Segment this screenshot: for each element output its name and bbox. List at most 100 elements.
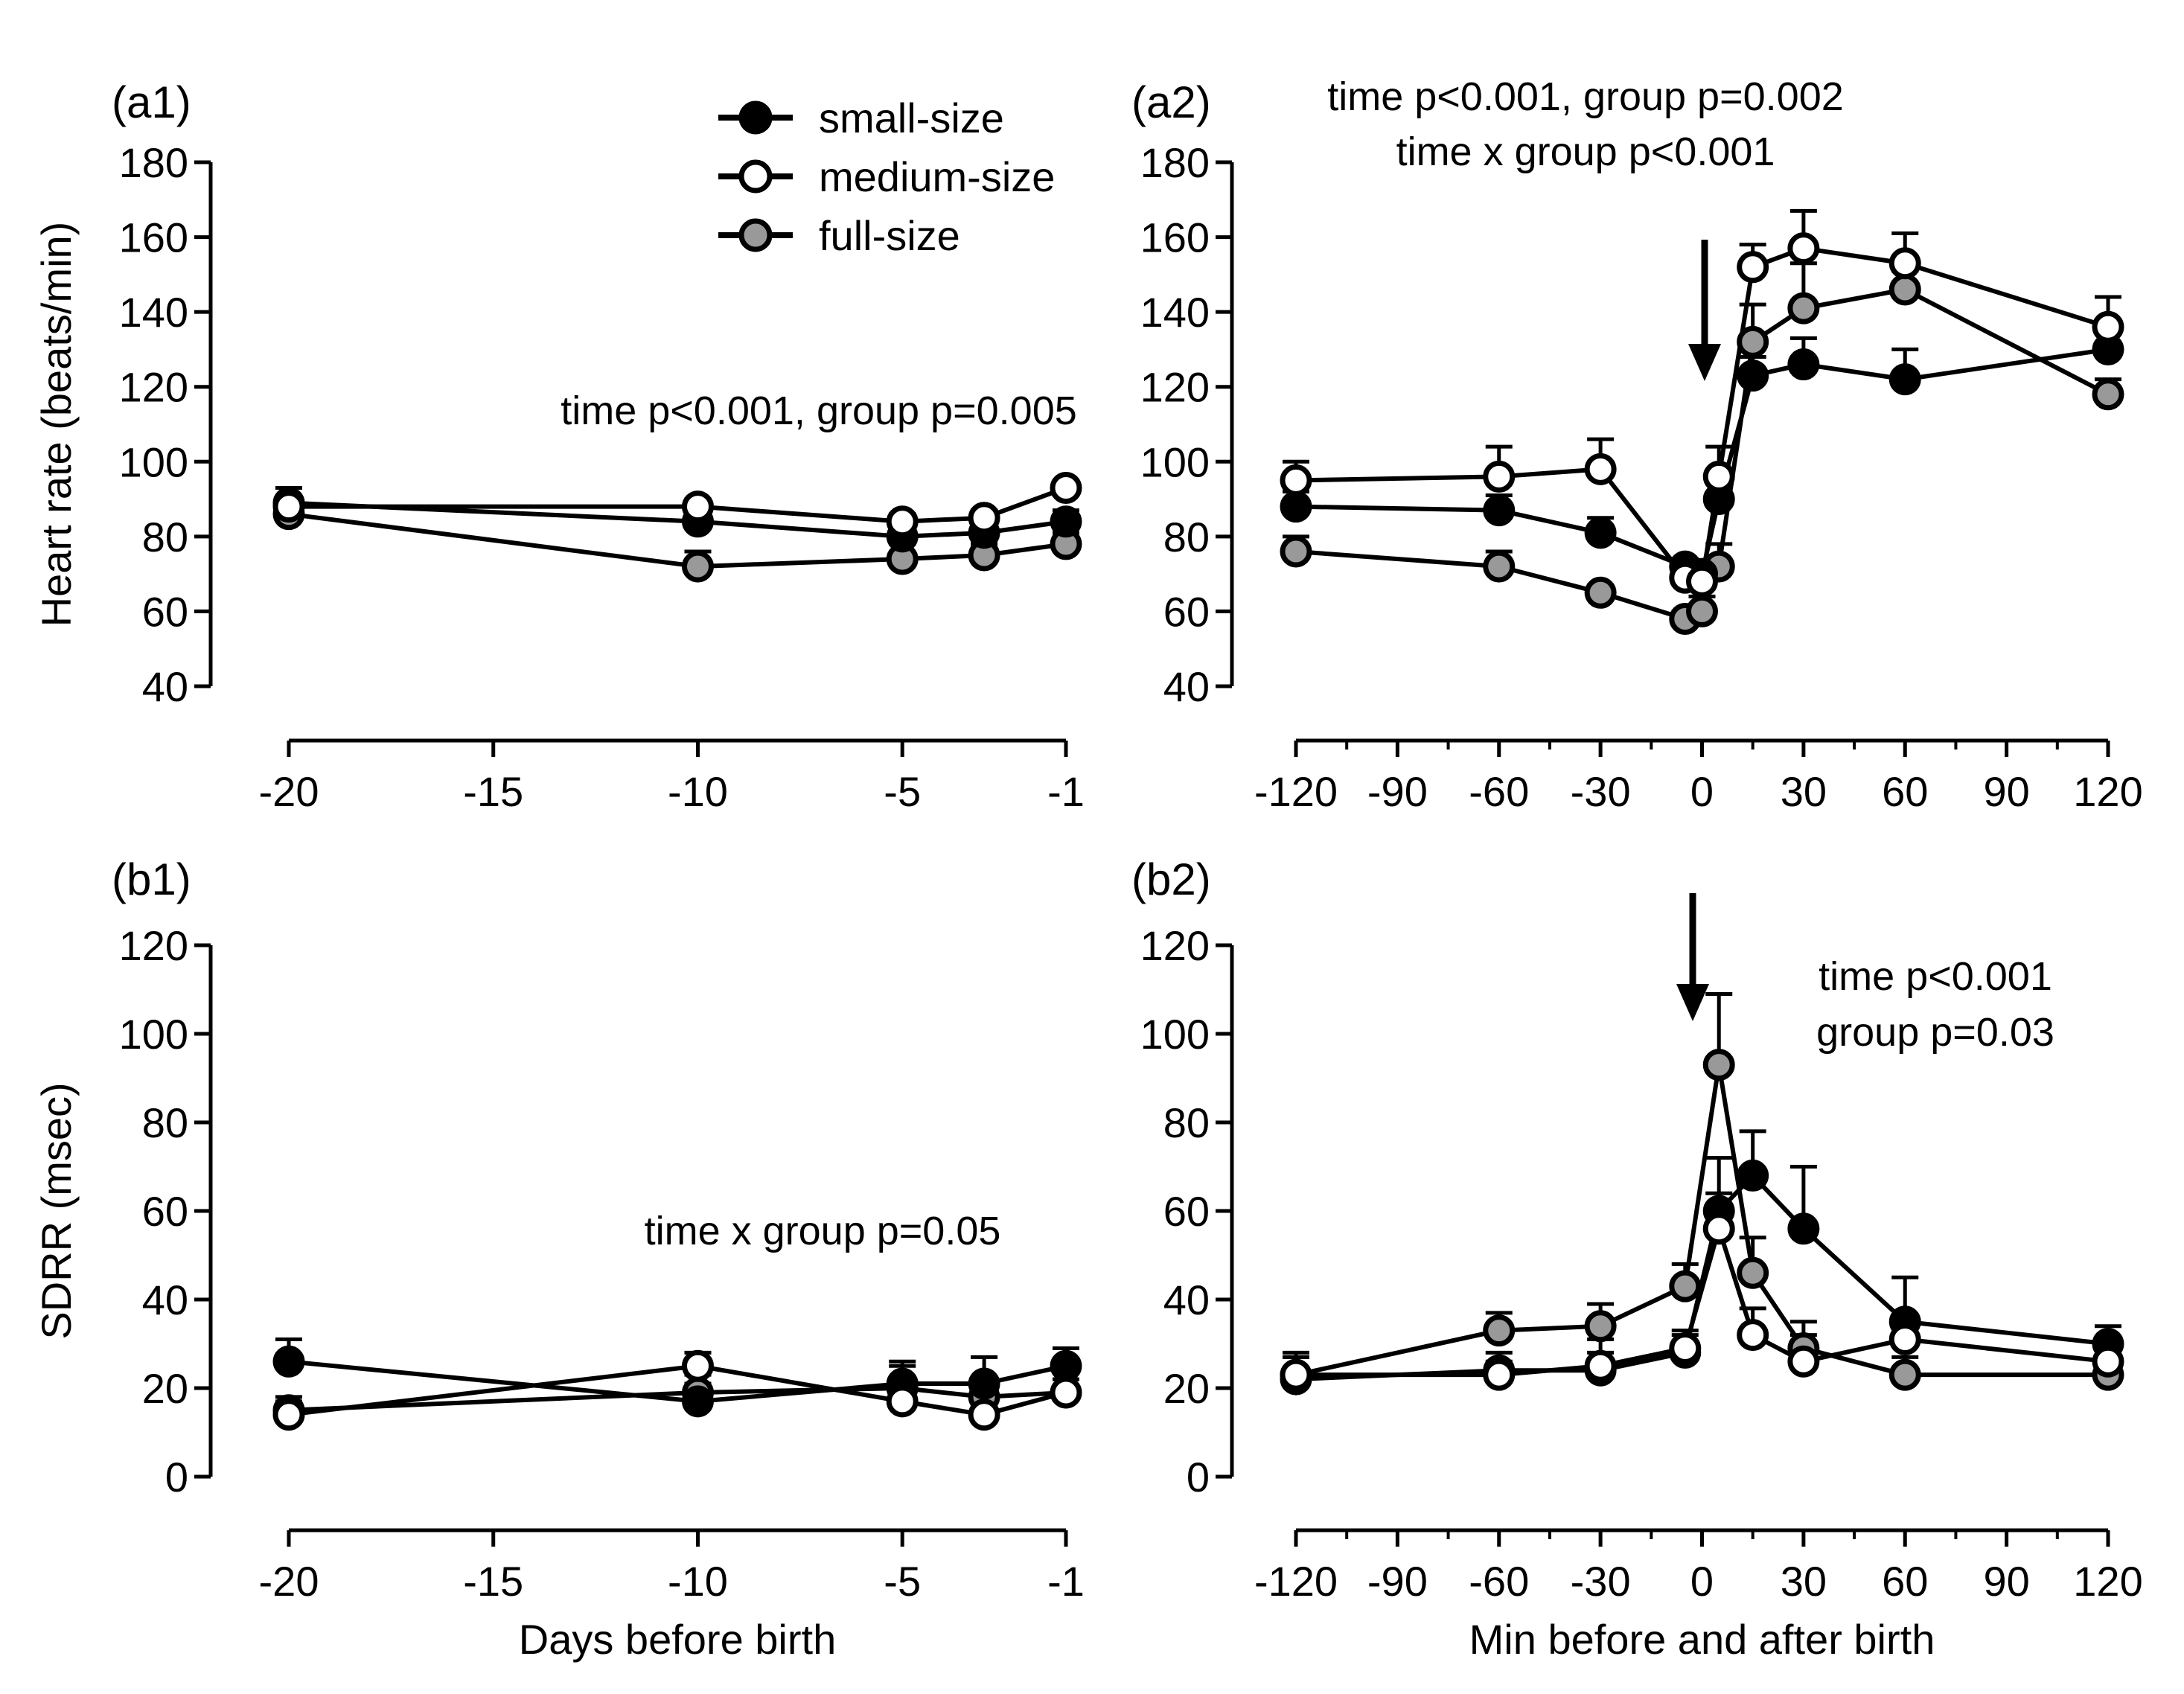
data-point-small-a2 [1787,348,1820,381]
data-point-medium-a2 [1483,460,1516,493]
series-line-medium-a2 [1295,246,2109,584]
data-point-medium-b2 [1702,1212,1735,1245]
data-point-small-b2 [1787,1212,1820,1245]
markers-medium-a1 [272,471,1082,538]
y-tick-label-a2: 80 [1163,514,1210,560]
data-point-medium-b1 [1050,1376,1082,1409]
series-line-small-a2 [1295,347,2109,578]
markers-full-a1 [272,498,1082,583]
data-point-medium-b1 [272,1399,305,1431]
data-point-medium-b1 [968,1399,1000,1431]
y-tick-label-a1: 160 [119,214,188,261]
legend-entry-medium: medium-size [718,153,1055,200]
y-tick-label-b1: 60 [142,1188,188,1235]
data-point-small-b1 [968,1367,1000,1400]
legend: small-size medium-size full-size [718,95,1055,259]
x-tick-label-a1: -5 [884,768,921,815]
data-point-full-a2 [1280,535,1312,568]
annotation-b2: group p=0.03 [1816,1010,2054,1055]
y-tick-label-a1: 120 [119,364,188,411]
y-axis-title-b1: SDRR (msec) [33,1082,80,1339]
y-tick-label-b1: 100 [119,1011,188,1058]
y-tick-label-a2: 40 [1163,663,1210,710]
y-tick-label-b2: 60 [1163,1188,1210,1235]
legend-entry-full: full-size [718,212,960,259]
data-point-full-b2 [1483,1314,1516,1347]
y-tick-label-a2: 60 [1163,588,1210,635]
legend-entry-small: small-size [718,95,1004,141]
y-tick-label-b2: 0 [1187,1454,1210,1500]
y-tick-label-b2: 80 [1163,1099,1210,1146]
y-tick-label-b1: 20 [142,1365,188,1412]
series-line-medium-b2 [1296,1221,2109,1378]
data-point-full-a2 [1584,576,1617,609]
y-tick-label-b2: 100 [1140,1011,1210,1058]
x-tick-label-b2: 90 [1983,1558,2029,1605]
data-point-full-a2 [2092,378,2124,411]
x-tick-label-b2: -30 [1571,1558,1631,1605]
x-tick-label-a1: -1 [1047,768,1085,815]
data-point-medium-a2 [1787,232,1820,265]
annotation-b2: time p<0.001 [1819,954,2052,999]
y-tick-label-a1: 40 [142,663,188,710]
legend-label-full: full-size [819,212,960,259]
y-tick-label-a2: 180 [1140,139,1210,186]
data-point-full-a2 [1787,292,1820,325]
data-point-medium-a2 [2092,310,2124,343]
x-tick-label-b2: 30 [1781,1558,1827,1605]
x-tick-label-b2: 0 [1690,1558,1714,1605]
markers-medium-b2 [1280,1212,2124,1391]
data-point-small-a1 [1050,505,1082,538]
series-line-medium-a1 [289,485,1067,524]
y-tick-label-b2: 120 [1140,922,1210,969]
annotation-b1: time x group p=0.05 [645,1209,1001,1253]
x-axis-title-b2: Min before and after birth [1469,1616,1935,1663]
data-point-small-b1 [272,1345,305,1378]
x-tick-label-a2: 120 [2073,768,2142,815]
data-point-small-a2 [1737,359,1769,392]
data-point-full-b2 [1584,1310,1617,1343]
x-tick-label-b1: -1 [1047,1558,1085,1605]
annotation-a1: time p<0.001, group p=0.005 [561,389,1077,433]
markers-full-a2 [1280,273,2124,635]
panel-b1: (b1) 0 20 40 60 80 100 120 -20 -15 -10 -5 -1 SDRR (ms… [33,854,1085,1663]
y-tick-label-b2: 40 [1163,1276,1210,1323]
panel-a2: (a2) 40 60 80 100 120 140 160 180 -120 -90 -60 -30 0 3… [1131,74,2143,815]
data-point-full-a2 [1686,595,1718,627]
data-point-medium-a1 [681,490,714,523]
panel-label-b2: (b2) [1131,854,1211,904]
birth-arrow-head-a2 [1688,344,1721,381]
panel-a1: (a1) 40 60 80 100 120 140 160 180 -20 -15 -10 -5 -1 He… [33,77,1085,815]
y-axis-title-a1: Heart rate (beats/min) [33,222,80,627]
x-tick-label-b1: -20 [259,1558,319,1605]
data-point-small-b1 [1050,1349,1082,1382]
data-point-small-a2 [1483,494,1516,527]
data-point-medium-a2 [1702,460,1735,493]
series-full-a1 [275,505,1079,569]
data-point-medium-a1 [886,505,919,538]
markers-full-b2 [1280,1049,2124,1391]
markers-small-a2 [1280,333,2124,590]
y-tick-label-a1: 140 [119,289,188,336]
data-point-medium-b2 [1737,1319,1769,1352]
x-tick-label-a2: 0 [1690,768,1714,815]
y-tick-label-b1: 40 [142,1276,188,1323]
x-tick-label-a1: -20 [259,768,319,815]
data-point-small-a2 [1584,517,1617,549]
y-tick-label-a2: 100 [1140,438,1210,485]
panel-label-a1: (a1) [112,77,191,127]
data-point-small-a2 [1888,363,1921,396]
data-point-medium-a2 [1584,453,1617,485]
x-tick-label-b2: -60 [1469,1558,1529,1605]
data-point-full-b2 [1702,1049,1735,1081]
data-point-medium-a1 [1050,471,1082,504]
series-medium-b2 [1283,1191,2121,1378]
annotation-a2: time p<0.001, group p=0.002 [1327,74,1844,119]
markers-medium-b1 [272,1349,1082,1431]
x-tick-label-a2: 60 [1882,768,1928,815]
data-point-medium-a2 [1737,251,1769,284]
panel-b2: (b2) 0 20 40 60 80 100 120 -120 -90 -60 -30 0 30 60 90 1… [1131,854,2143,1663]
markers-medium-a2 [1280,232,2124,598]
